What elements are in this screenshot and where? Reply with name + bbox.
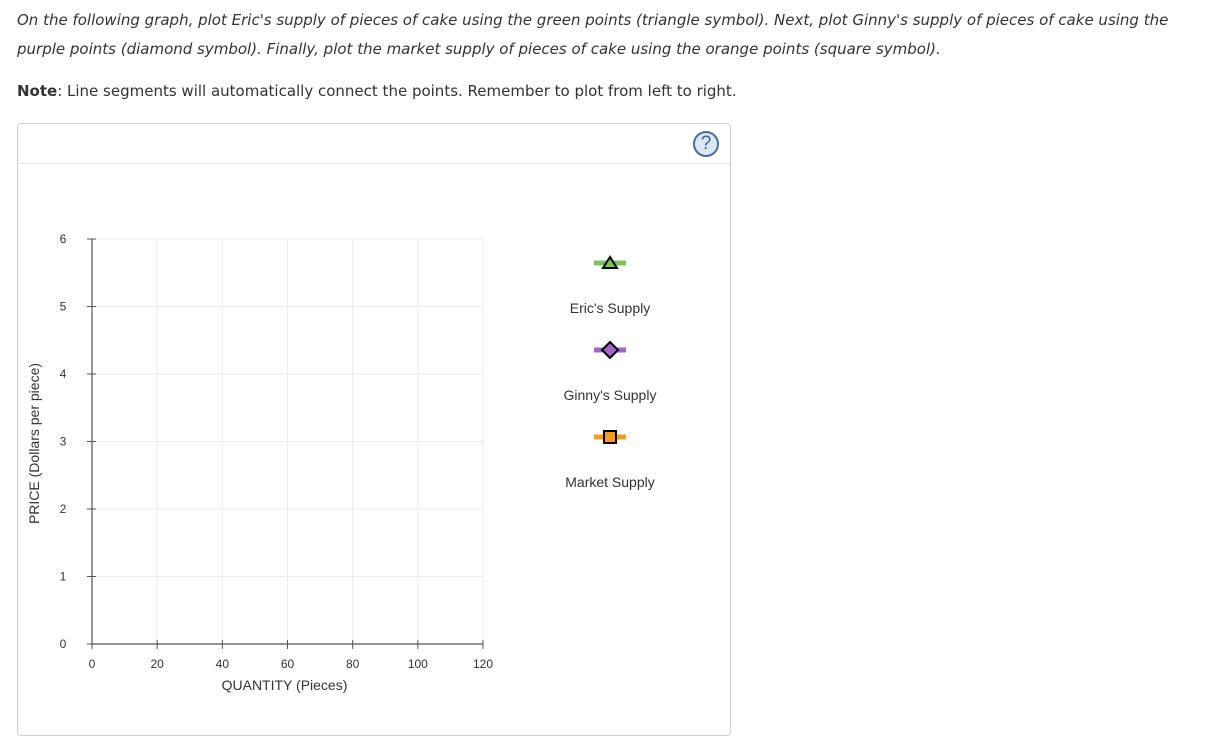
y-tick-label: 0 xyxy=(60,637,67,651)
y-tick-label: 2 xyxy=(60,502,67,516)
graph-panel-header: ? xyxy=(18,124,730,164)
legend-label-ginny: Ginny's Supply xyxy=(564,387,657,403)
y-tick-label: 3 xyxy=(60,435,67,449)
note: Note: Line segments will automatically c… xyxy=(17,82,737,100)
x-axis-title: QUANTITY (Pieces) xyxy=(222,677,348,693)
x-tick-label: 100 xyxy=(408,657,428,671)
y-tick-label: 5 xyxy=(60,300,67,314)
help-icon[interactable]: ? xyxy=(693,131,719,157)
x-tick-label: 40 xyxy=(216,657,230,671)
y-tick-label: 4 xyxy=(60,367,67,381)
x-tick-label: 20 xyxy=(150,657,164,671)
y-axis-title: PRICE (Dollars per piece) xyxy=(26,363,42,524)
instructions-text: On the following graph, plot Eric's supp… xyxy=(17,11,1169,58)
y-tick-label: 6 xyxy=(60,232,67,246)
x-tick-label: 0 xyxy=(89,657,96,671)
graph-panel: ? 0 1 2 3 4 5 6 0 20 40 60 80 100 120 QUANTITY (Pieces… xyxy=(17,123,731,736)
note-label: Note xyxy=(17,82,58,100)
triangle-tool-icon[interactable] xyxy=(601,255,619,269)
x-tick-label: 80 xyxy=(346,657,360,671)
x-tick-label: 60 xyxy=(281,657,295,671)
square-tool-icon[interactable] xyxy=(603,430,617,444)
legend-label-eric: Eric's Supply xyxy=(570,300,650,316)
x-tick-label: 120 xyxy=(473,657,493,671)
grid-layer xyxy=(92,238,484,644)
legend-label-market: Market Supply xyxy=(565,474,654,490)
legend-layer: Eric's Supply Ginny's Supply Market Supply xyxy=(564,255,657,490)
note-text: : Line segments will automatically conne… xyxy=(57,82,737,100)
y-tick-label: 1 xyxy=(60,570,67,584)
diamond-tool-icon[interactable] xyxy=(600,340,620,360)
